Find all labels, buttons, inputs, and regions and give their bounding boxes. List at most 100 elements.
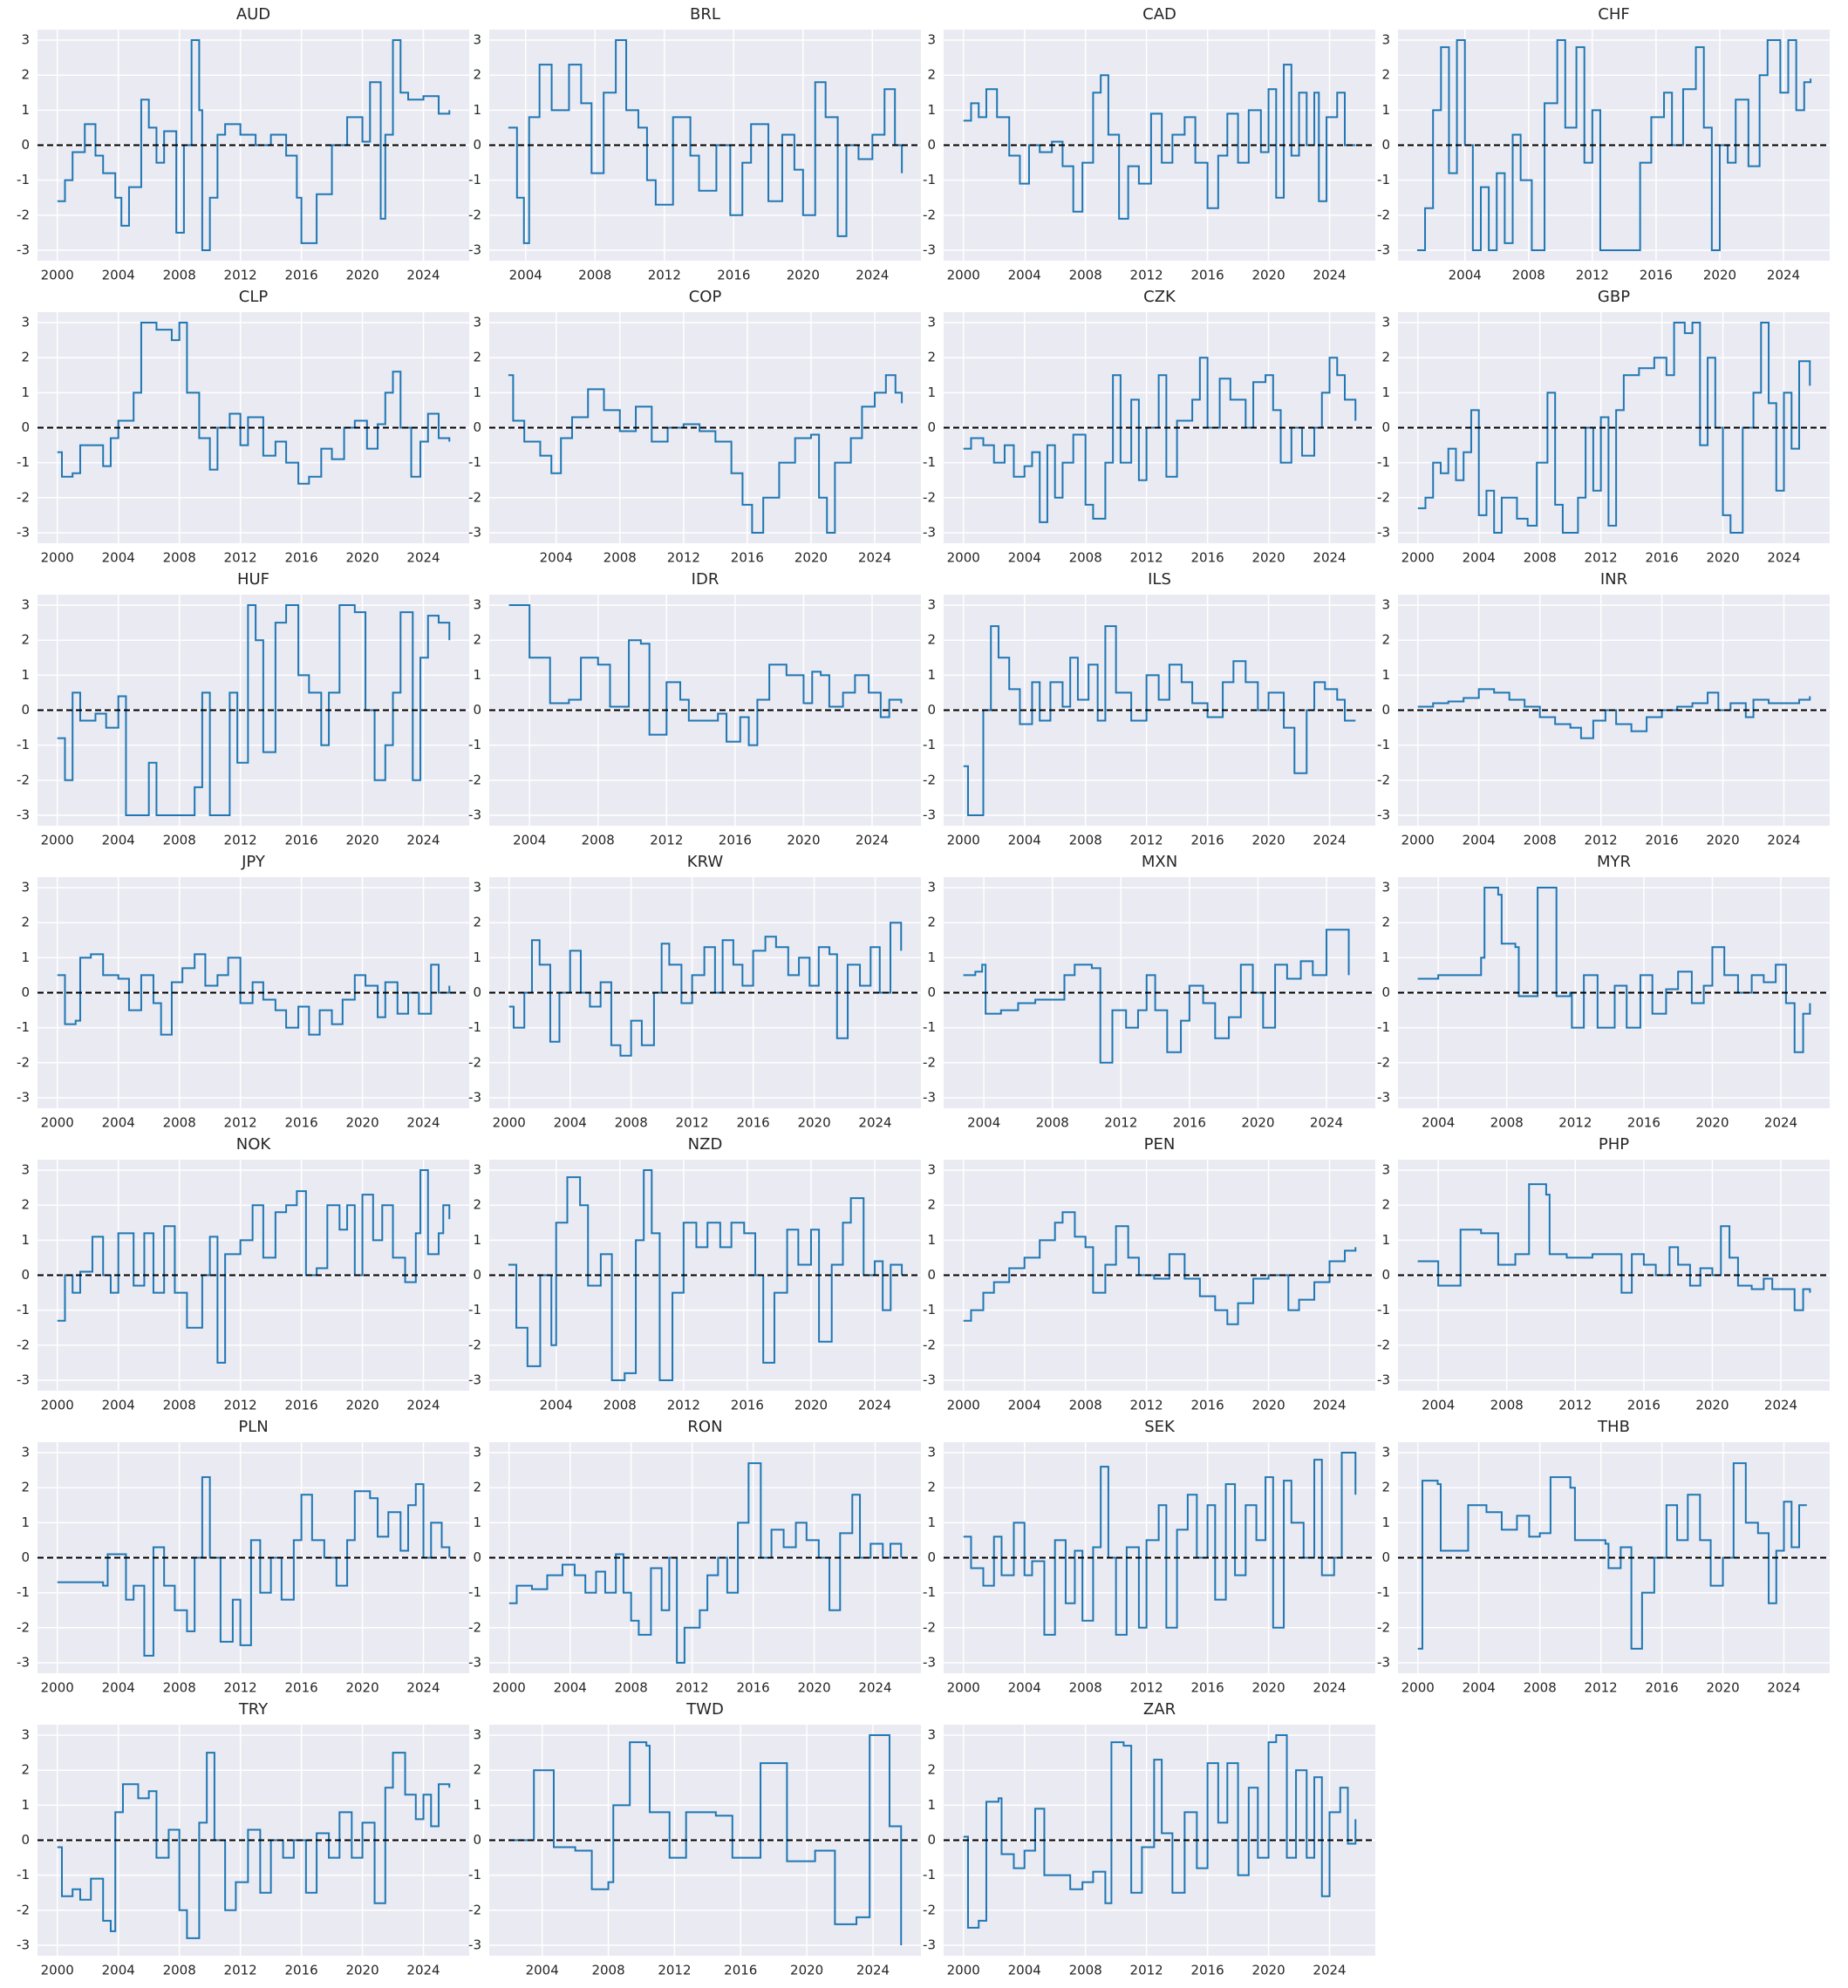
y-tick-label: -1 (1377, 1584, 1390, 1600)
y-tick-label: 2 (21, 915, 30, 930)
x-tick-label: 2024 (858, 1398, 891, 1413)
chart-title: CAD (1142, 5, 1176, 24)
y-tick-label: 1 (1381, 1515, 1390, 1530)
panel: -3 -2 -1 0 1 2 3 2000 2004 2008 2012 2016 2020 2024 GB… (1377, 288, 1830, 566)
y-tick-label: -1 (468, 1867, 481, 1882)
y-tick-label: -3 (1377, 1372, 1390, 1387)
y-tick-label: -1 (923, 1302, 936, 1317)
y-tick-label: -2 (468, 489, 481, 505)
x-tick-label: 2000 (41, 550, 74, 566)
plot-area (944, 1452, 1375, 1636)
x-tick-label: 2000 (1401, 833, 1435, 848)
y-tick-label: 2 (473, 632, 481, 648)
y-tick-label: 1 (927, 1232, 936, 1248)
y-tick-label: 0 (1381, 702, 1390, 718)
y-tick-label: 2 (927, 67, 936, 83)
y-tick-label: -1 (17, 1019, 30, 1035)
chart-title: TWD (685, 1700, 724, 1719)
x-tick-label: 2012 (1130, 833, 1163, 848)
plot-area (38, 322, 469, 485)
y-tick-label: -2 (1377, 1619, 1390, 1635)
x-tick-label: 2016 (1191, 268, 1224, 283)
chart-title: INR (1600, 570, 1627, 589)
y-tick-label: 0 (473, 1267, 481, 1283)
y-tick-label: -2 (468, 1902, 481, 1917)
y-tick-label: -3 (468, 807, 481, 822)
plot-area (38, 1169, 469, 1364)
y-tick-label: -2 (468, 1337, 481, 1352)
x-tick-label: 2004 (1463, 550, 1496, 566)
y-tick-label: -3 (923, 1089, 936, 1105)
x-tick-label: 2020 (1251, 268, 1285, 283)
x-tick-label: 2008 (163, 1115, 196, 1131)
panel: -3 -2 -1 0 1 2 3 2000 2004 2008 2012 2016 2020 2024 TH… (1377, 1418, 1830, 1696)
x-tick-label: 2024 (406, 1115, 440, 1131)
x-tick-label: 2008 (1036, 1115, 1069, 1131)
x-tick-label: 2016 (731, 1398, 764, 1413)
chart-title: THB (1597, 1418, 1630, 1436)
y-tick-label: -1 (468, 1019, 481, 1035)
panel: -3 -2 -1 0 1 2 3 2004 2008 2012 2016 2020 2024 NZD (468, 1135, 921, 1413)
panel: -3 -2 -1 0 1 2 3 2000 2004 2008 2012 2016 2020 2024 IN… (1377, 570, 1830, 848)
x-tick-label: 2016 (285, 550, 318, 566)
x-tick-label: 2004 (1008, 1963, 1041, 1978)
y-tick-label: 2 (927, 350, 936, 365)
x-tick-label: 2016 (1646, 1680, 1679, 1696)
x-tick-label: 2008 (163, 268, 196, 283)
plot-area (1398, 1462, 1830, 1650)
plot-area (489, 374, 921, 534)
y-tick-label: 1 (927, 1797, 936, 1813)
y-tick-label: 2 (473, 915, 481, 930)
plot-area (38, 604, 469, 816)
panel: -3 -2 -1 0 1 2 3 2000 2004 2008 2012 2016 2020 2024 TR… (17, 1700, 469, 1978)
plot-area (489, 604, 921, 746)
chart-title: NZD (688, 1135, 723, 1154)
y-tick-label: 0 (927, 137, 936, 153)
y-tick-label: -1 (1377, 737, 1390, 752)
y-tick-label: -2 (468, 207, 481, 222)
x-tick-label: 2016 (285, 1115, 318, 1131)
y-tick-label: -1 (923, 454, 936, 470)
y-tick-label: 1 (927, 1515, 936, 1530)
y-tick-label: 1 (21, 1232, 30, 1248)
x-tick-label: 2020 (790, 1963, 823, 1978)
x-tick-label: 2008 (578, 268, 611, 283)
x-tick-label: 2008 (1069, 833, 1102, 848)
y-tick-label: -1 (923, 1867, 936, 1882)
y-tick-label: -1 (1377, 172, 1390, 187)
x-tick-label: 2020 (787, 268, 820, 283)
y-tick-label: 3 (1381, 1162, 1390, 1178)
panel: -3 -2 -1 0 1 2 3 2000 2004 2008 2012 2016 2020 2024 CA… (923, 5, 1375, 283)
y-tick-label: 0 (927, 1549, 936, 1565)
y-tick-label: 0 (927, 1832, 936, 1848)
x-tick-label: 2004 (1008, 833, 1041, 848)
y-tick-label: 2 (1381, 67, 1390, 83)
plot-area (944, 64, 1375, 220)
x-tick-label: 2016 (1627, 1398, 1660, 1413)
x-tick-label: 2012 (224, 1398, 257, 1413)
x-tick-label: 2008 (1069, 1398, 1102, 1413)
y-tick-label: 0 (21, 984, 30, 1000)
y-tick-label: 2 (473, 1762, 481, 1778)
y-tick-label: -1 (1377, 1019, 1390, 1035)
chart-title: TRY (238, 1700, 269, 1719)
y-tick-label: 2 (473, 350, 481, 365)
y-tick-label: -2 (17, 1902, 30, 1917)
x-tick-label: 2020 (345, 833, 378, 848)
x-tick-label: 2024 (1313, 268, 1346, 283)
y-tick-label: -1 (923, 172, 936, 187)
y-tick-label: 2 (927, 1762, 936, 1778)
y-tick-label: 3 (473, 1727, 481, 1743)
y-tick-label: -3 (17, 524, 30, 540)
y-tick-label: -1 (17, 1302, 30, 1317)
x-tick-label: 2020 (1703, 268, 1736, 283)
data-line (57, 1169, 451, 1364)
x-tick-label: 2020 (797, 1680, 830, 1696)
y-tick-label: 3 (927, 32, 936, 48)
data-line (1417, 887, 1811, 1053)
chart-title: ZAR (1143, 1700, 1176, 1719)
y-tick-label: -2 (1377, 489, 1390, 505)
chart-title: CZK (1143, 288, 1176, 306)
y-tick-label: 1 (21, 667, 30, 683)
panel: -3 -2 -1 0 1 2 3 2004 2008 2012 2016 2020 2024 BRL (468, 5, 921, 283)
